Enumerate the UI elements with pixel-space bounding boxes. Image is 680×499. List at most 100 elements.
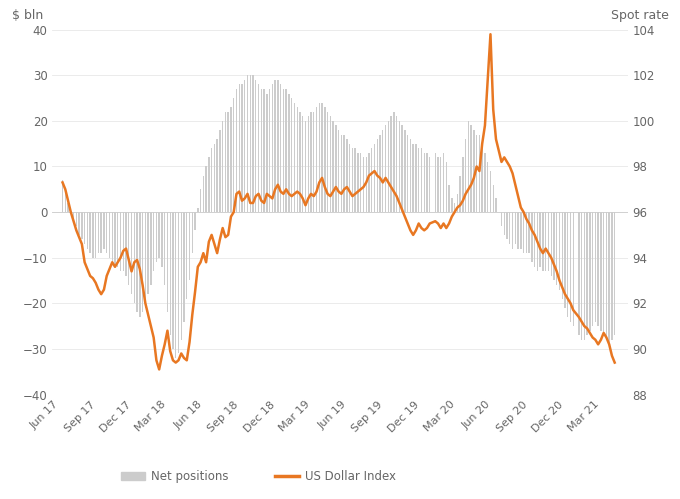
Bar xyxy=(335,125,337,212)
Bar xyxy=(307,116,309,212)
Bar xyxy=(528,212,530,253)
Bar xyxy=(586,212,588,335)
Bar xyxy=(250,75,251,212)
Bar xyxy=(341,135,342,212)
Bar xyxy=(145,212,146,308)
Bar xyxy=(90,212,91,253)
Bar xyxy=(369,153,370,212)
Bar xyxy=(490,171,491,212)
Bar xyxy=(128,212,129,285)
Bar xyxy=(200,189,201,212)
Bar xyxy=(84,212,85,244)
Bar xyxy=(523,212,524,253)
Bar xyxy=(531,212,532,262)
Bar xyxy=(357,153,358,212)
Bar xyxy=(286,89,287,212)
Bar xyxy=(327,112,328,212)
Bar xyxy=(374,144,375,212)
Bar xyxy=(239,84,240,212)
Bar xyxy=(294,103,295,212)
Bar xyxy=(562,212,563,299)
Bar xyxy=(283,89,284,212)
Bar xyxy=(122,212,124,271)
Bar xyxy=(148,212,149,294)
Bar xyxy=(260,89,262,212)
Bar xyxy=(366,157,367,212)
Bar xyxy=(362,157,364,212)
Bar xyxy=(437,157,439,212)
Bar xyxy=(609,212,610,344)
Bar xyxy=(462,157,464,212)
Bar xyxy=(537,212,538,271)
Bar xyxy=(398,121,400,212)
Bar xyxy=(310,112,311,212)
Bar xyxy=(137,212,138,312)
Bar xyxy=(500,212,503,226)
Bar xyxy=(407,135,408,212)
Bar xyxy=(526,212,527,253)
Bar xyxy=(507,212,508,240)
Bar xyxy=(611,212,613,340)
Bar xyxy=(371,148,373,212)
Bar xyxy=(589,212,590,331)
Bar xyxy=(379,135,381,212)
Bar xyxy=(167,212,168,312)
Bar xyxy=(385,125,386,212)
Bar xyxy=(421,148,422,212)
Bar xyxy=(429,157,430,212)
Bar xyxy=(247,75,248,212)
Bar xyxy=(236,89,237,212)
Bar xyxy=(492,185,494,212)
Bar xyxy=(454,203,456,212)
Bar xyxy=(150,212,152,285)
Bar xyxy=(595,212,596,321)
Bar xyxy=(520,212,522,249)
Bar xyxy=(131,212,132,294)
Bar xyxy=(299,112,301,212)
Bar xyxy=(161,212,163,267)
Bar xyxy=(393,112,394,212)
Bar xyxy=(189,212,190,280)
Bar xyxy=(479,135,480,212)
Bar xyxy=(205,167,207,212)
Bar xyxy=(184,212,185,321)
Bar xyxy=(109,212,110,257)
Bar xyxy=(598,212,599,326)
Bar xyxy=(382,130,384,212)
Bar xyxy=(473,130,475,212)
Bar xyxy=(169,212,171,335)
Bar xyxy=(319,103,320,212)
Bar xyxy=(269,89,270,212)
Bar xyxy=(291,98,292,212)
Bar xyxy=(86,212,88,249)
Bar xyxy=(578,212,579,335)
Bar xyxy=(410,139,411,212)
Bar xyxy=(280,84,282,212)
Bar xyxy=(413,144,414,212)
Bar xyxy=(330,116,331,212)
Bar xyxy=(481,144,483,212)
Bar xyxy=(142,212,143,312)
Bar xyxy=(396,116,397,212)
Bar xyxy=(153,212,154,271)
Bar xyxy=(495,199,496,212)
Bar xyxy=(509,212,511,244)
Bar xyxy=(592,212,594,326)
Bar xyxy=(117,212,118,267)
Bar xyxy=(125,212,126,276)
Bar xyxy=(258,84,259,212)
Bar xyxy=(471,125,472,212)
Bar xyxy=(233,98,235,212)
Bar xyxy=(316,107,318,212)
Bar xyxy=(556,212,558,285)
Bar xyxy=(288,93,290,212)
Bar xyxy=(517,212,519,249)
Bar xyxy=(75,212,77,226)
Bar xyxy=(214,144,215,212)
Bar xyxy=(443,153,444,212)
Bar xyxy=(415,144,417,212)
Bar xyxy=(296,107,298,212)
Bar xyxy=(570,212,571,321)
Bar xyxy=(228,112,229,212)
Bar xyxy=(451,199,452,212)
